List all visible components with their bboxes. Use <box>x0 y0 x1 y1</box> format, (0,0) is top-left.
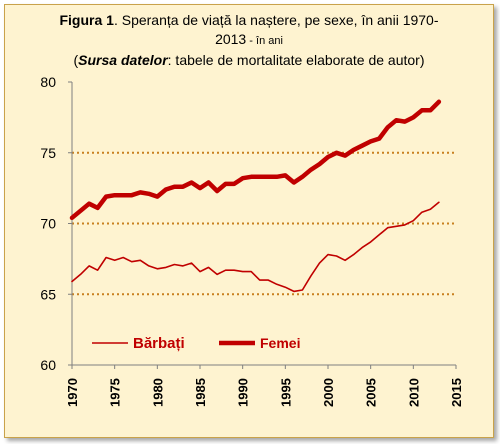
x-tick-label: 2010 <box>406 378 421 407</box>
source-text: : tabele de mortalitate elaborate de aut… <box>167 52 420 68</box>
caption-text-1: . Speranța de viață la naștere, pe sexe,… <box>113 12 439 28</box>
legend-label-barbati: Bărbați <box>133 335 185 352</box>
legend-label-femei: Femei <box>260 335 300 351</box>
x-tick-label: 1980 <box>150 378 165 407</box>
y-tick-label: 60 <box>40 357 56 373</box>
x-tick-label: 2000 <box>321 378 336 407</box>
x-tick-label: 1995 <box>278 378 293 407</box>
series-line-femei <box>69 99 442 221</box>
y-tick-label: 70 <box>40 216 56 232</box>
y-tick-label: 75 <box>40 145 56 161</box>
caption-text-2: 2013 <box>215 31 247 47</box>
caption-line-2: 2013 - în ani <box>5 30 493 51</box>
caption-unit: - în ani <box>246 35 283 47</box>
y-tick-label: 80 <box>40 74 56 90</box>
x-tick-label: 1970 <box>65 378 80 407</box>
source-label: Sursa datelor <box>78 52 168 68</box>
x-tick-label: 2015 <box>449 378 464 407</box>
caption-line-1: Figura 1. Speranța de viață la naștere, … <box>5 11 493 30</box>
series-line-barbati <box>71 201 440 293</box>
x-tick-label: 1975 <box>108 378 123 407</box>
x-tick-label: 2005 <box>364 378 379 407</box>
figure-label: Figura 1 <box>59 12 114 28</box>
figure-caption: Figura 1. Speranța de viață la naștere, … <box>5 11 493 70</box>
y-tick-label: 65 <box>40 286 56 302</box>
caption-line-3: (Sursa datelor: tabele de mortalitate el… <box>73 52 425 68</box>
x-tick-label: 1985 <box>193 378 208 407</box>
x-tick-label: 1990 <box>236 378 251 407</box>
